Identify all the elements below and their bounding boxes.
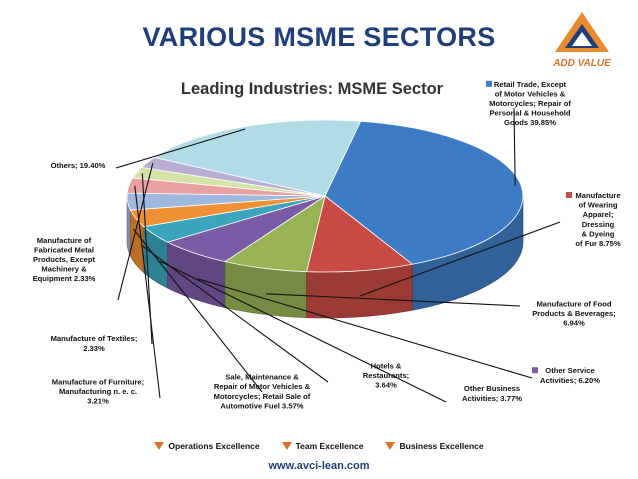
slice-label-line: 3.64% bbox=[375, 381, 397, 390]
slice-label: Sale, Maintenance &Repair of Motor Vehic… bbox=[214, 373, 311, 411]
slice-label-line: 6.94% bbox=[563, 319, 585, 328]
triangle-icon bbox=[385, 442, 396, 450]
pie-slice bbox=[306, 195, 414, 273]
leader-line bbox=[141, 244, 329, 383]
leader-line bbox=[159, 260, 447, 403]
footer-item: Business Excellence bbox=[385, 441, 484, 451]
slice-label-line: Other Service bbox=[545, 366, 594, 375]
slice-label-line: Sale, Maintenance & bbox=[225, 373, 299, 382]
leader-line bbox=[134, 185, 161, 399]
logo-triangle-core bbox=[572, 32, 592, 46]
leader-line bbox=[359, 221, 561, 297]
slice-label-line: Activities; 6.20% bbox=[540, 376, 600, 385]
slice-label-line: Equipment 2.33% bbox=[33, 274, 96, 283]
triangle-icon bbox=[154, 442, 165, 450]
add-value-logo: ADD VALUE bbox=[552, 12, 611, 69]
slice-label-line: Manufacture bbox=[575, 191, 620, 200]
footer-bar: Operations Excellence Team Excellence Bu… bbox=[0, 441, 638, 451]
pie-slice bbox=[324, 120, 524, 265]
slice-label-line: Automotive Fuel 3.57% bbox=[220, 401, 303, 410]
footer-item-label: Operations Excellence bbox=[168, 441, 260, 451]
slice-label-line: Manufacture of Textiles; bbox=[51, 334, 138, 343]
slice-label-line: Fabricated Metal bbox=[34, 245, 94, 254]
slice-label-line: Others; 19.40% bbox=[51, 161, 106, 170]
triangle-icon bbox=[281, 442, 292, 450]
leader-lines bbox=[115, 107, 561, 403]
slice-label-line: Manufacture of bbox=[37, 236, 92, 245]
chart-title: Leading Industries: MSME Sector bbox=[181, 80, 444, 98]
pie-chart: Leading Industries: MSME Sector Retail T… bbox=[33, 80, 621, 411]
leader-line bbox=[197, 278, 533, 379]
footer-item: Operations Excellence bbox=[154, 441, 260, 451]
slice-label-line: of Motor Vehicles & bbox=[495, 89, 566, 98]
pie-tops bbox=[126, 119, 524, 273]
slice-label-line: of Fur 8.75% bbox=[575, 239, 620, 248]
leader-line bbox=[141, 173, 153, 345]
slice-label-line: Products, Except bbox=[33, 255, 96, 264]
slice-label-line: Manufacturing n. e. c. bbox=[59, 387, 137, 396]
leader-line bbox=[513, 107, 516, 186]
slice-label-line: Goods 39.85% bbox=[504, 118, 556, 127]
legend-marker bbox=[566, 192, 572, 198]
slice-label-line: Activities; 3.77% bbox=[462, 394, 522, 403]
leader-line bbox=[133, 228, 263, 393]
slice-label-line: Motorcycles; Retail Sale of bbox=[214, 392, 311, 401]
slice-label-line: Other Business bbox=[464, 384, 520, 393]
slice-label: Manufacture of Furniture;Manufacturing n… bbox=[52, 377, 144, 405]
leader-line bbox=[117, 163, 154, 301]
slice-label-line: Retail Trade, Except bbox=[494, 80, 567, 89]
slice-label: Others; 19.40% bbox=[51, 161, 106, 170]
slice-label-line: Manufacture of Food bbox=[536, 299, 611, 308]
slice-label-line: Hotels & bbox=[371, 361, 402, 370]
slice-label-line: 3.21% bbox=[87, 397, 109, 406]
slice-label-line: & Dyeing bbox=[582, 229, 615, 238]
slice-label-line: Products & Beverages; bbox=[532, 309, 616, 318]
legend-marker bbox=[532, 367, 538, 374]
logo-text: ADD VALUE bbox=[552, 58, 611, 69]
slice-label-line: Personal & Household bbox=[489, 109, 570, 118]
legend-marker bbox=[486, 80, 492, 87]
slice-label: Manufacture of Textiles;2.33% bbox=[51, 334, 138, 353]
slice-label-line: Restaurants; bbox=[363, 371, 409, 380]
slice-label-line: Motorcycles; Repair of bbox=[489, 99, 571, 108]
slice-label-line: Dressing bbox=[582, 220, 615, 229]
footer-item-label: Business Excellence bbox=[399, 441, 484, 451]
slide-title: VARIOUS MSME SECTORS bbox=[142, 22, 496, 52]
slice-label-line: Machinery & bbox=[41, 265, 87, 274]
footer-item: Team Excellence bbox=[281, 441, 364, 451]
slice-label-line: Apparel; bbox=[583, 210, 614, 219]
pie-slice bbox=[153, 119, 362, 197]
slice-label-line: of Wearing bbox=[578, 201, 617, 210]
slice-label-line: 2.33% bbox=[83, 344, 105, 353]
leader-line bbox=[115, 128, 246, 169]
pie-sides bbox=[126, 195, 524, 319]
footer-item-label: Team Excellence bbox=[295, 441, 364, 451]
leader-line bbox=[266, 293, 521, 307]
slice-label-line: Repair of Motor Vehicles & bbox=[214, 382, 311, 391]
slice-label-line: Manufacture of Furniture; bbox=[52, 377, 144, 386]
website-link[interactable]: www.avci-lean.com bbox=[268, 460, 370, 472]
slice-label: Hotels &Restaurants;3.64% bbox=[363, 361, 409, 389]
